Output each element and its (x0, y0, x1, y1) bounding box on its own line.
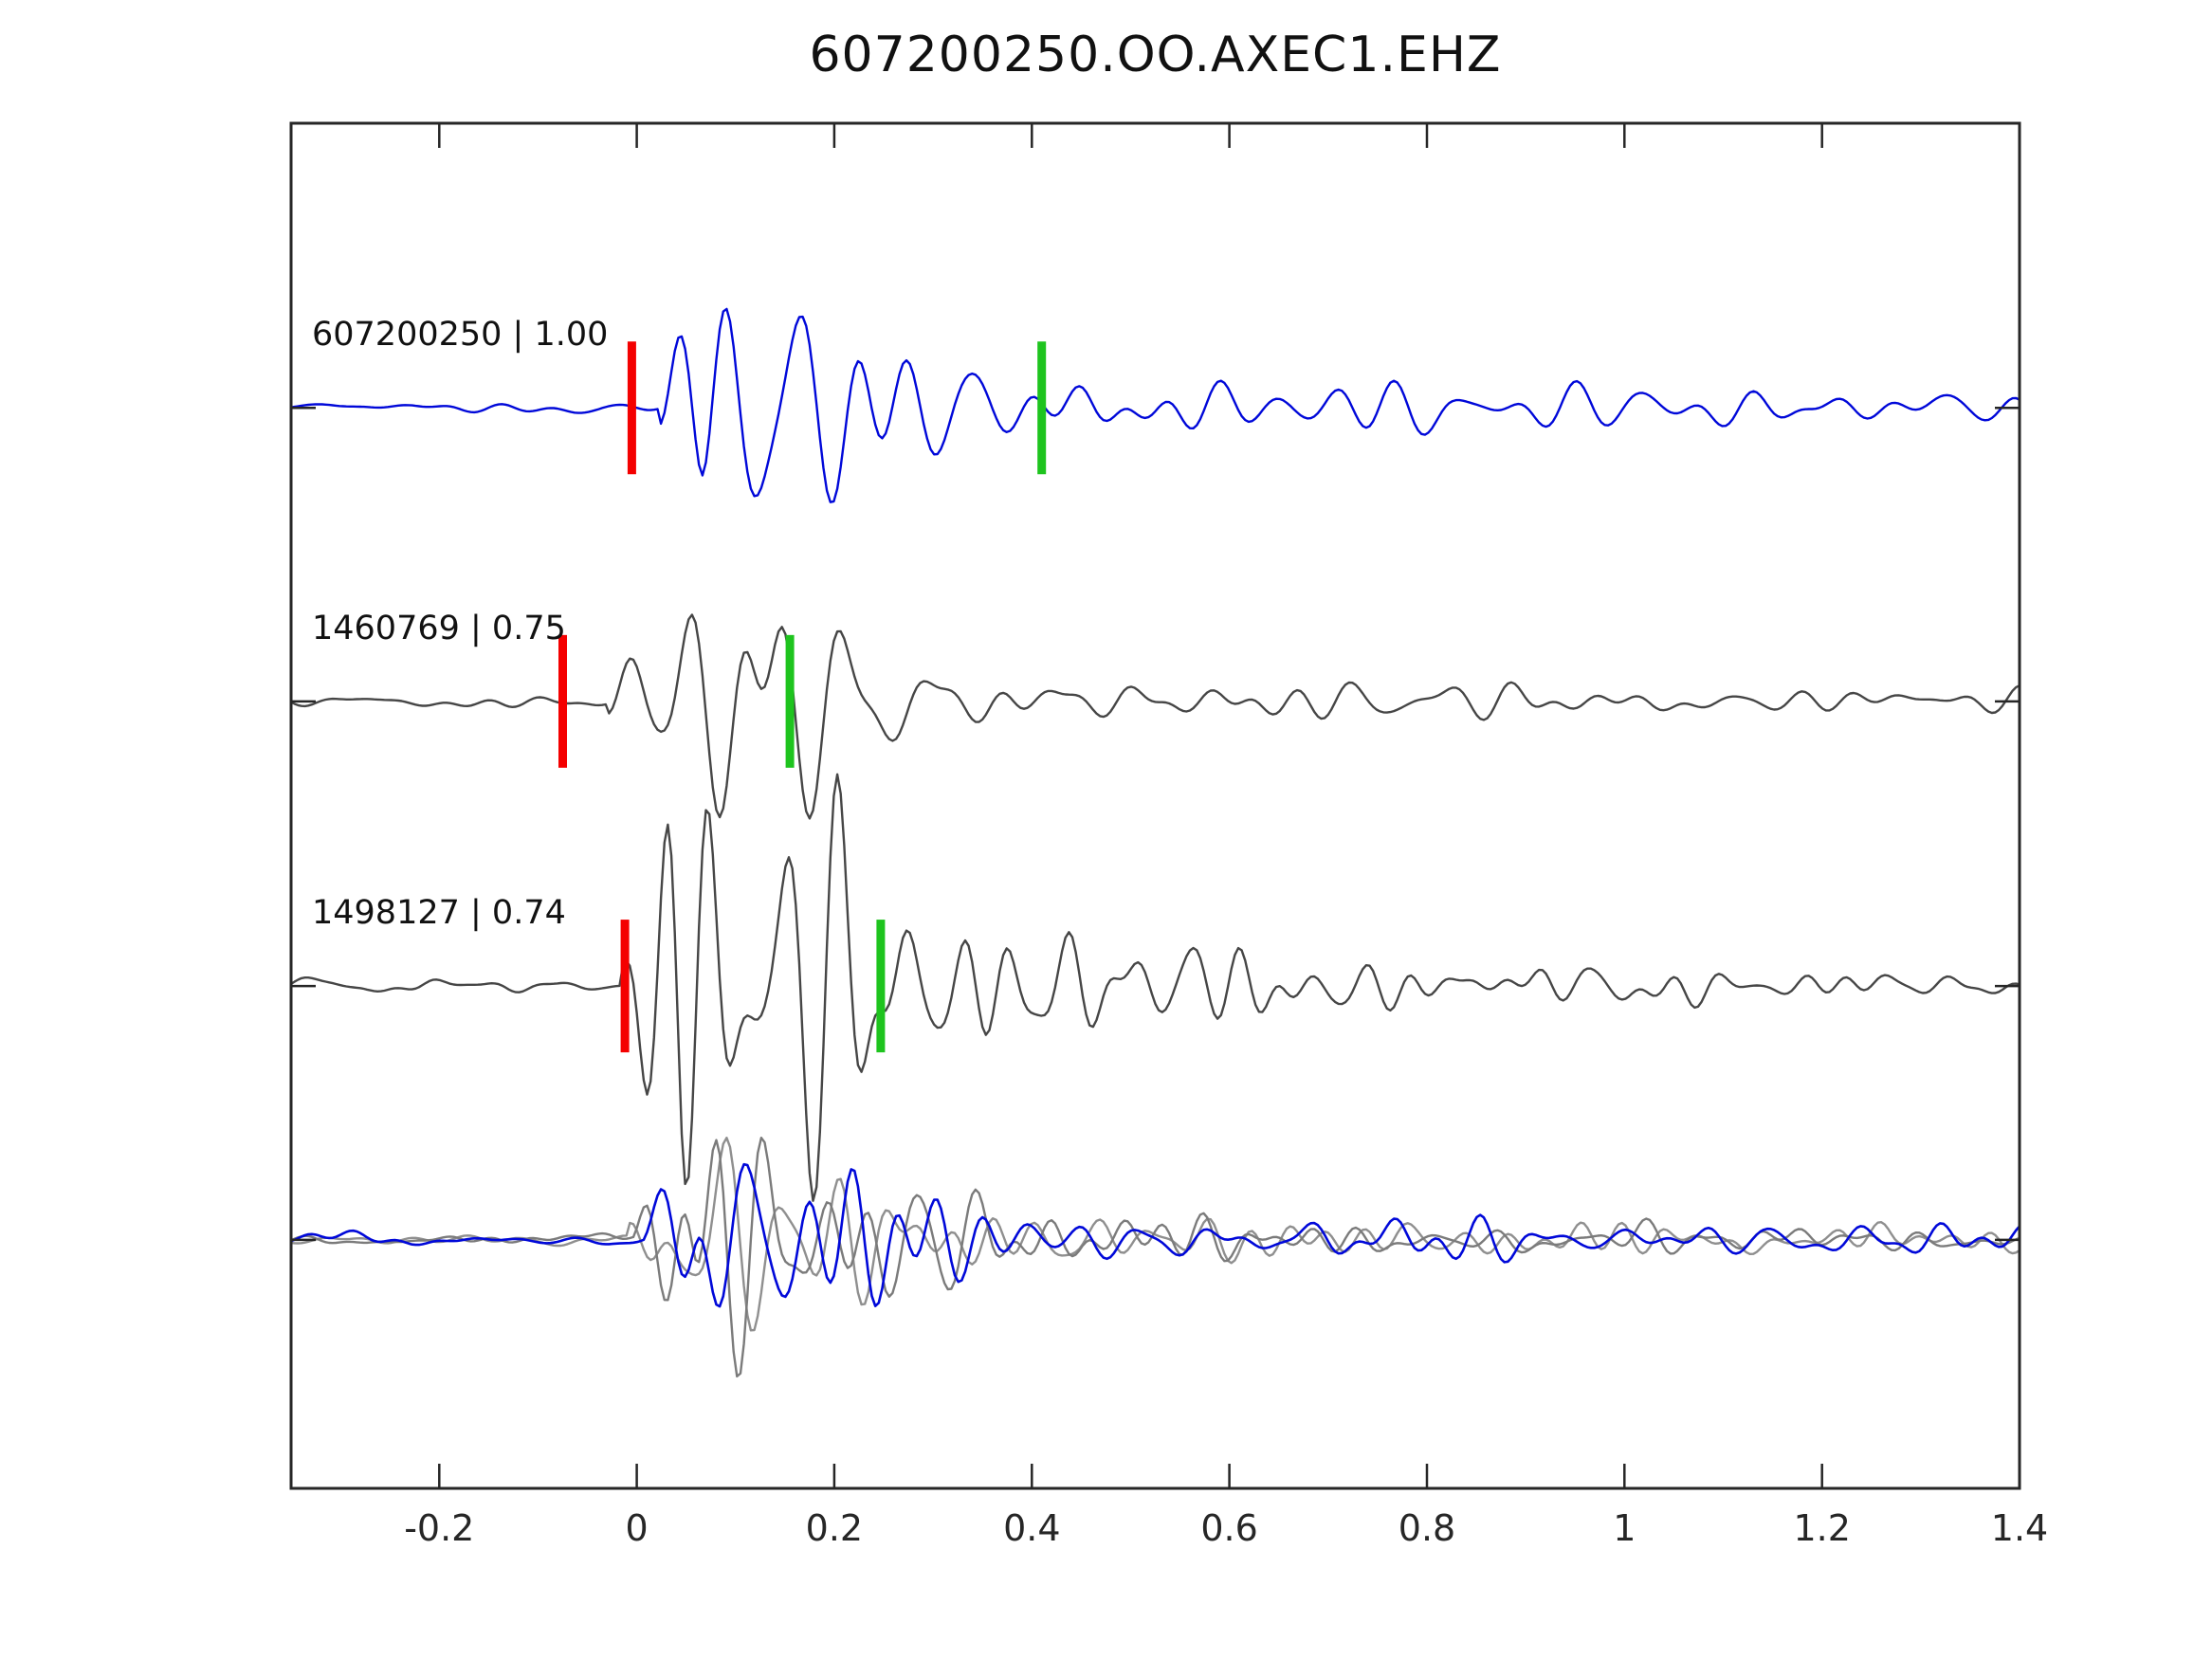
waveform-trace-1460769 (289, 613, 2021, 820)
overlay-gray-b (289, 1136, 2021, 1378)
x-tick-label: -0.2 (404, 1507, 474, 1549)
x-tick-label: 0.8 (1398, 1507, 1455, 1549)
waveform-trace-1498127 (289, 773, 2021, 1202)
green-pick-marker-1498127 (876, 920, 886, 1053)
waveform-trace-607200250 (289, 307, 2021, 503)
axes-frame (289, 121, 2021, 1490)
x-tick-label: 0.6 (1200, 1507, 1257, 1549)
trace-label-607200250: 607200250 | 1.00 (312, 316, 608, 354)
x-tick-label: 0 (626, 1507, 649, 1549)
figure-title: 607200250.OO.AXEC1.EHZ (809, 27, 1502, 83)
red-pick-marker-1460769 (558, 634, 567, 768)
x-tick-label: 0.2 (806, 1507, 863, 1549)
green-pick-marker-1460769 (785, 634, 795, 768)
overlay-gray-a (289, 1136, 2021, 1332)
x-tick-label: 1 (1613, 1507, 1636, 1549)
x-tick-label: 1.2 (1793, 1507, 1850, 1549)
trace-label-1460769: 1460769 | 0.75 (312, 610, 566, 647)
trace-label-1498127: 1498127 | 0.74 (312, 894, 566, 932)
x-tick-label: 0.4 (1003, 1507, 1060, 1549)
green-pick-marker-607200250 (1037, 341, 1047, 475)
red-pick-marker-1498127 (620, 920, 630, 1053)
red-pick-marker-607200250 (627, 341, 636, 475)
x-tick-label: 1.4 (1991, 1507, 2048, 1549)
overlay-blue (289, 1162, 2021, 1308)
